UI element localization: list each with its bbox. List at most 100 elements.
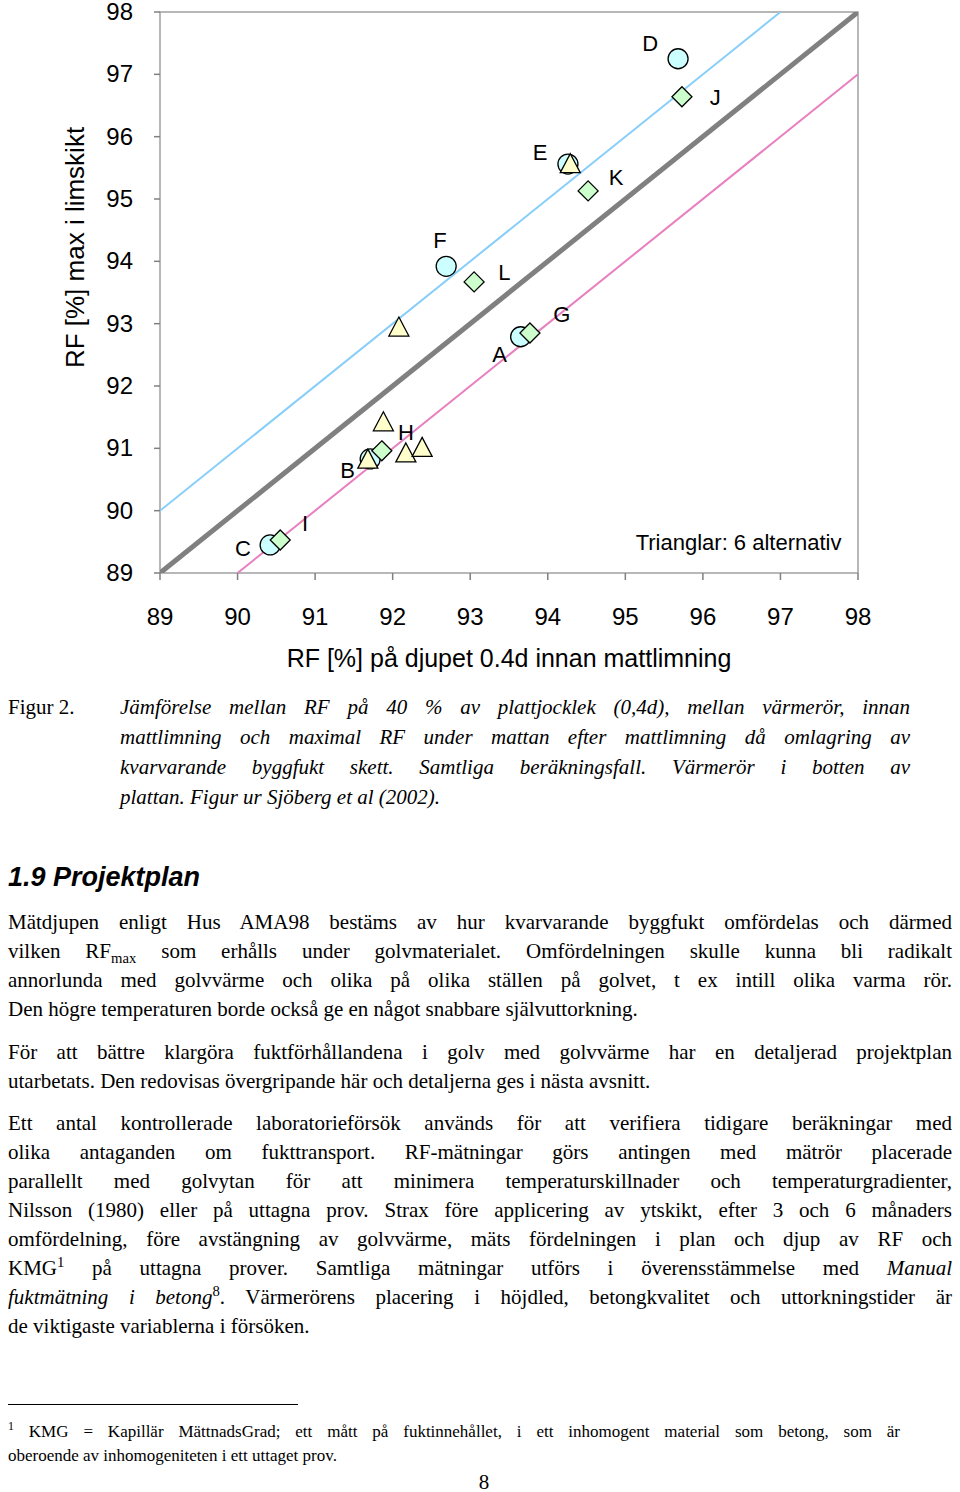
text-run: plattan. Figur ur Sjöberg et al (2002).: [120, 785, 440, 809]
text-run: . Värmerörens placering i höjdled, beton…: [220, 1285, 952, 1309]
y-tick-label: 98: [106, 0, 133, 25]
y-tick: [154, 510, 160, 512]
triangle-point: [412, 437, 432, 456]
annotation: B: [340, 458, 355, 483]
x-axis-title: RF [%] på djupet 0.4d innan mattlimning: [287, 644, 732, 672]
y-tick: [154, 261, 160, 263]
diamond-point: [372, 441, 392, 461]
figure-label: Figur 2.: [8, 695, 75, 719]
paragraph-line: utarbetats. Den redovisas övergripande h…: [8, 1069, 952, 1093]
x-tick-label: 97: [767, 603, 794, 630]
paragraph-line: annorlunda med golvvärme och olika på ol…: [8, 968, 952, 992]
reference-line: [238, 74, 858, 573]
x-tick: [702, 573, 704, 580]
y-tick: [154, 385, 160, 387]
y-tick-label: 93: [106, 310, 133, 337]
y-tick-label: 95: [106, 185, 133, 212]
x-tick-label: 89: [147, 603, 174, 630]
text-run: utarbetats. Den redovisas övergripande h…: [8, 1069, 650, 1093]
x-tick-label: 93: [457, 603, 484, 630]
circle-point: [436, 256, 456, 276]
annotation: G: [553, 302, 570, 327]
x-tick-label: 98: [845, 603, 872, 630]
annotation: E: [533, 140, 548, 165]
plot-frame: [160, 12, 858, 573]
caption-line: plattan. Figur ur Sjöberg et al (2002).: [120, 785, 910, 809]
paragraph-line: olika antaganden om fukttransport. RF-mä…: [8, 1140, 952, 1164]
paragraph-line: parallellt med golvytan för att minimera…: [8, 1169, 952, 1193]
text-run-italic: fuktmätning i betong: [8, 1285, 212, 1309]
y-axis-title: RF [%] max i limskikt: [60, 126, 90, 368]
text-run: annorlunda med golvvärme och olika på ol…: [8, 968, 952, 992]
x-tick-label: 90: [224, 603, 251, 630]
text-run: Jämförelse mellan RF på 40 % av plattjoc…: [120, 695, 910, 719]
section-heading: 1.9 Projektplan: [8, 861, 200, 893]
text-run: som erhålls under golvmaterialet. Omförd…: [136, 939, 952, 963]
diamond-point: [520, 323, 540, 343]
annotation: H: [398, 420, 414, 445]
paragraph-line: de viktigaste variablerna i försöken.: [8, 1314, 952, 1338]
x-tick: [857, 573, 859, 580]
x-tick-label: 96: [690, 603, 717, 630]
text-run-sup: 8: [212, 1283, 219, 1299]
footnote-line: 1 KMG = Kapillär MättnadsGrad; ett mått …: [8, 1421, 900, 1443]
y-tick: [154, 323, 160, 325]
x-tick: [392, 573, 394, 580]
x-tick: [547, 573, 549, 580]
text-run-sup: 1: [57, 1254, 64, 1270]
y-tick-label: 94: [106, 247, 133, 274]
text-run: oberoende av inhomogeniteten i ett uttag…: [8, 1446, 337, 1465]
y-tick: [154, 74, 160, 76]
footnote-line: oberoende av inhomogeniteten i ett uttag…: [8, 1445, 900, 1467]
text-run: Ett antal kontrollerade laboratorieförsö…: [8, 1111, 952, 1135]
x-tick-label: 91: [302, 603, 329, 630]
text-run-sup: 1: [8, 1419, 14, 1433]
x-tick-label: 94: [534, 603, 561, 630]
text-run: vilken RF: [8, 939, 111, 963]
y-tick-label: 97: [106, 60, 133, 87]
text-run: olika antaganden om fukttransport. RF-mä…: [8, 1140, 952, 1164]
y-tick: [154, 198, 160, 200]
annotation: L: [498, 260, 510, 285]
y-tick-label: 91: [106, 434, 133, 461]
annotation: Trianglar: 6 alternativ: [636, 530, 842, 555]
reference-line: [160, 12, 780, 511]
paragraph-line: Mätdjupen enligt Hus AMA98 bestäms av hu…: [8, 910, 952, 934]
x-tick: [780, 573, 782, 580]
paragraph-line: Nilsson (1980) eller på uttagna prov. St…: [8, 1198, 952, 1222]
text-run: parallellt med golvytan för att minimera…: [8, 1169, 952, 1193]
y-tick-label: 92: [106, 372, 133, 399]
text-run: Nilsson (1980) eller på uttagna prov. St…: [8, 1198, 952, 1222]
paragraph-line: KMG1 på uttagna prover. Samtliga mätning…: [8, 1256, 952, 1280]
text-run: För att bättre klargöra fuktförhållanden…: [8, 1040, 952, 1064]
reference-line: [160, 12, 858, 573]
annotation: J: [710, 85, 721, 110]
x-tick-label: 95: [612, 603, 639, 630]
annotation: A: [492, 342, 507, 367]
footnote-rule: [8, 1404, 298, 1405]
diamond-point: [672, 87, 692, 107]
paragraph-line: fuktmätning i betong8. Värmerörens place…: [8, 1285, 952, 1309]
annotation: I: [302, 511, 308, 536]
text-run-italic: Manual: [887, 1256, 952, 1280]
annotation: K: [609, 165, 624, 190]
triangle-point: [396, 443, 416, 462]
triangle-point: [389, 317, 409, 336]
x-tick: [314, 573, 316, 580]
y-tick-label: 90: [106, 497, 133, 524]
y-tick: [154, 448, 160, 450]
x-tick: [469, 573, 471, 580]
x-tick: [625, 573, 627, 580]
y-tick-label: 96: [106, 123, 133, 150]
triangle-point: [560, 154, 580, 173]
caption-line: Jämförelse mellan RF på 40 % av plattjoc…: [120, 695, 910, 719]
annotation: D: [642, 31, 658, 56]
y-tick: [154, 572, 160, 574]
text-run: Den högre temperaturen borde också ge en…: [8, 997, 638, 1021]
x-tick: [159, 573, 161, 580]
annotation: F: [433, 228, 446, 253]
paragraph-line: Den högre temperaturen borde också ge en…: [8, 997, 952, 1021]
text-run: de viktigaste variablerna i försöken.: [8, 1314, 309, 1338]
paragraph-line: vilken RFmax som erhålls under golvmater…: [8, 939, 952, 963]
text-run: KMG = Kapillär MättnadsGrad; ett mått på…: [14, 1422, 900, 1441]
